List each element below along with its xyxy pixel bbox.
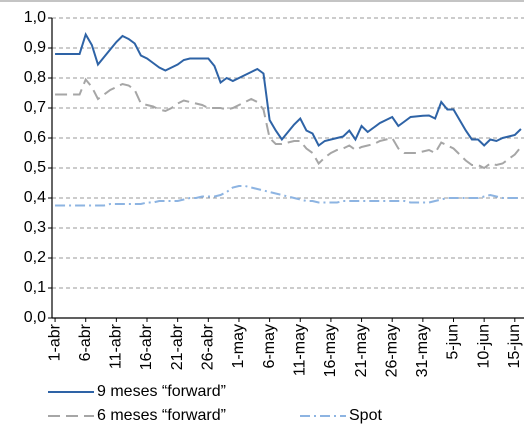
x-tick-label: 6-may <box>261 324 278 368</box>
x-tick-label: 10-jun <box>475 324 492 368</box>
x-tick-label: 31-may <box>414 324 431 377</box>
series-line <box>55 185 521 207</box>
y-tick-label: 0,2 <box>24 249 46 266</box>
y-tick-label: 0,6 <box>24 129 46 146</box>
x-tick-label: 5-jun <box>445 324 462 360</box>
x-tick-label: 11-abr <box>108 323 125 369</box>
x-tick-label: 16-abr <box>138 323 155 370</box>
y-tick-label: 0,3 <box>24 219 46 236</box>
x-tick-label: 26-may <box>383 324 400 377</box>
y-tick-label: 0,1 <box>24 279 46 296</box>
series-line <box>55 32 522 148</box>
x-tick-label: 21-may <box>353 324 370 377</box>
x-tick-label: 6-abr <box>77 323 94 361</box>
y-tick-label: 0,5 <box>24 159 46 176</box>
y-tick-label: 0,9 <box>24 39 46 56</box>
y-tick-label: 1,0 <box>24 9 46 26</box>
x-tick-label: 11-may <box>291 324 308 376</box>
x-tick-label: 21-abr <box>169 323 186 370</box>
series-line <box>55 77 522 170</box>
x-tick-label: 26-abr <box>200 323 217 370</box>
y-tick-label: 0,4 <box>24 189 46 206</box>
x-tick-label: 1-abr <box>46 323 63 361</box>
x-tick-label: 15-jun <box>506 324 523 368</box>
legend-label: 6 meses “forward” <box>97 407 226 424</box>
legend-label: 9 meses “forward” <box>97 383 226 400</box>
y-tick-label: 0,7 <box>24 99 46 116</box>
x-tick-label: 1-may <box>230 324 247 368</box>
legend-label: Spot <box>349 407 382 424</box>
y-tick-label: 0,8 <box>24 69 46 86</box>
x-tick-label: 16-may <box>322 324 339 377</box>
y-tick-label: 0,0 <box>24 309 46 326</box>
